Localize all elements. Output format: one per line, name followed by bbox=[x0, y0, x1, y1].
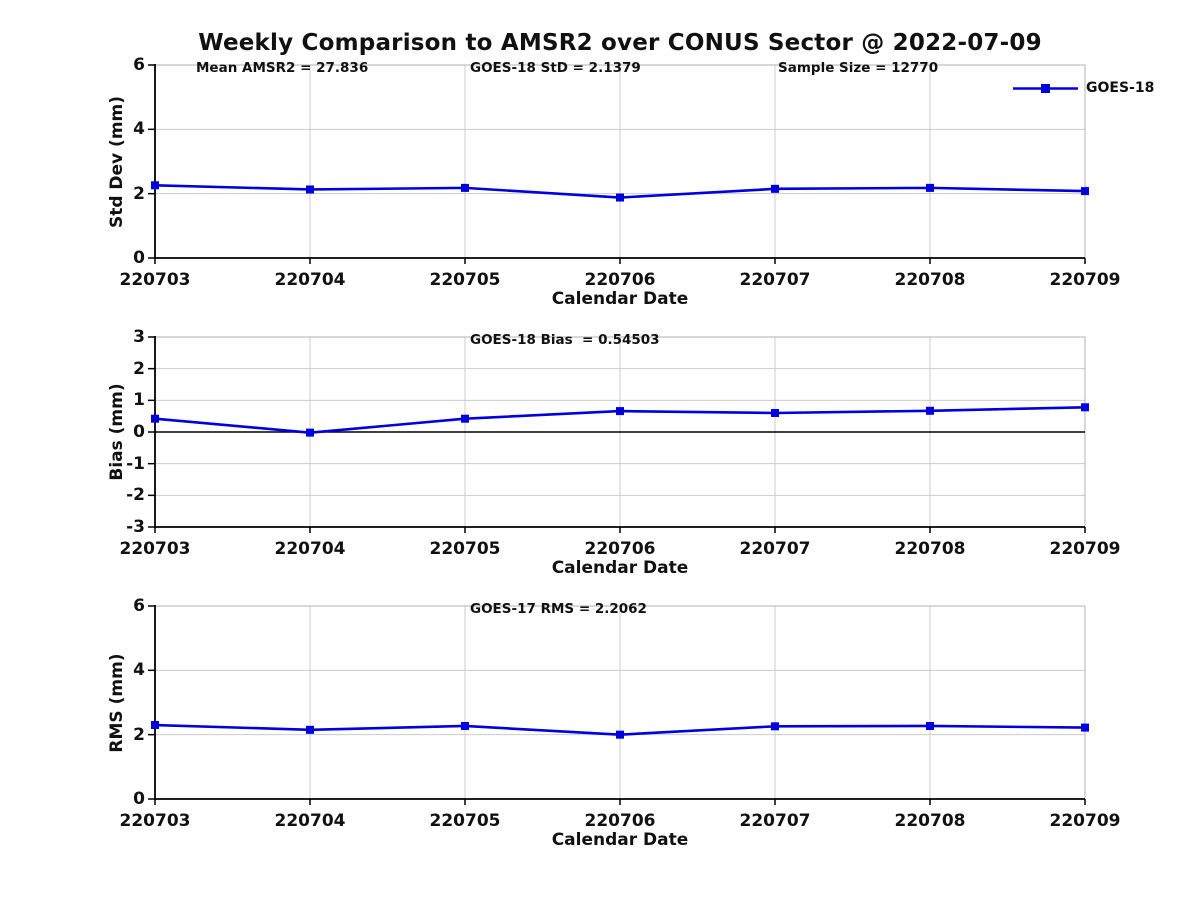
data-point-marker bbox=[926, 183, 934, 192]
data-point-marker bbox=[461, 183, 469, 192]
legend: GOES-18 bbox=[1012, 81, 1154, 95]
stat-annotation: Mean AMSR2 = 27.836 bbox=[196, 60, 369, 76]
x-tick-label: 220703 bbox=[119, 811, 191, 831]
legend-line-marker-icon bbox=[1013, 83, 1078, 93]
x-tick-label: 220709 bbox=[1049, 539, 1121, 559]
y-tick-label: 1 bbox=[133, 390, 145, 411]
x-tick-label: 220708 bbox=[894, 270, 966, 290]
x-tick-label: 220708 bbox=[894, 539, 966, 559]
y-tick-label: 2 bbox=[133, 358, 145, 379]
stat-annotation: GOES-17 RMS = 2.2062 bbox=[470, 601, 647, 617]
x-tick-label: 220709 bbox=[1049, 270, 1121, 290]
data-point-marker bbox=[306, 428, 314, 437]
x-tick-label: 220707 bbox=[739, 539, 811, 559]
stat-annotation: GOES-18 Bias = 0.54503 bbox=[470, 332, 660, 348]
y-tick-label: -3 bbox=[126, 517, 145, 537]
x-tick-label: 220704 bbox=[274, 270, 346, 290]
y-tick-label: 6 bbox=[133, 55, 145, 75]
data-point-marker bbox=[616, 193, 624, 202]
y-axis-label: Bias (mm) bbox=[107, 383, 127, 481]
data-point-marker bbox=[771, 409, 779, 417]
x-tick-label: 220704 bbox=[274, 811, 346, 831]
y-tick-label: 4 bbox=[133, 660, 145, 681]
stat-annotation: GOES-18 StD = 2.1379 bbox=[470, 60, 641, 76]
x-tick-label: 220705 bbox=[429, 811, 501, 831]
data-point-marker bbox=[771, 184, 779, 193]
y-tick-label: 0 bbox=[133, 789, 145, 809]
data-point-marker bbox=[616, 730, 624, 739]
data-point-marker bbox=[306, 725, 314, 734]
y-axis-label: RMS (mm) bbox=[107, 652, 127, 753]
y-axis-label: Std Dev (mm) bbox=[107, 95, 127, 228]
x-tick-label: 220705 bbox=[429, 270, 501, 290]
x-tick-label: 220706 bbox=[584, 270, 656, 290]
data-point-marker bbox=[1081, 187, 1089, 196]
data-point-marker bbox=[461, 721, 469, 730]
x-tick-label: 220703 bbox=[119, 270, 191, 290]
data-point-marker bbox=[1081, 403, 1089, 412]
data-point-marker bbox=[151, 414, 159, 423]
y-tick-label: 2 bbox=[133, 724, 145, 745]
figure-title: Weekly Comparison to AMSR2 over CONUS Se… bbox=[198, 30, 1042, 56]
data-point-marker bbox=[616, 407, 624, 416]
data-point-marker bbox=[151, 181, 159, 190]
y-tick-label: 0 bbox=[133, 248, 145, 268]
data-point-marker bbox=[151, 721, 159, 730]
y-tick-label: 2 bbox=[133, 183, 145, 204]
y-tick-label: 6 bbox=[133, 596, 145, 616]
x-axis-label: Calendar Date bbox=[551, 289, 689, 309]
x-tick-label: 220703 bbox=[119, 539, 191, 559]
x-tick-label: 220709 bbox=[1049, 811, 1121, 831]
x-axis-label: Calendar Date bbox=[551, 558, 689, 578]
data-point-marker bbox=[926, 721, 934, 730]
x-axis-label: Calendar Date bbox=[551, 830, 689, 850]
x-tick-label: 220706 bbox=[584, 811, 656, 831]
data-point-marker bbox=[306, 185, 314, 194]
y-tick-label: 3 bbox=[133, 327, 145, 347]
stat-annotation: Sample Size = 12770 bbox=[778, 60, 939, 76]
data-point-marker bbox=[926, 406, 934, 415]
x-tick-label: 220707 bbox=[739, 811, 811, 831]
data-point-marker bbox=[771, 722, 779, 731]
x-tick-label: 220705 bbox=[429, 539, 501, 559]
x-tick-label: 220707 bbox=[739, 270, 811, 290]
y-tick-label: -1 bbox=[126, 453, 145, 474]
data-point-marker bbox=[461, 414, 469, 423]
y-tick-label: 4 bbox=[133, 119, 145, 140]
legend-label: GOES-18 bbox=[1086, 80, 1155, 96]
x-tick-label: 220706 bbox=[584, 539, 656, 559]
x-tick-label: 220704 bbox=[274, 539, 346, 559]
data-point-marker bbox=[1081, 723, 1089, 732]
y-tick-label: -2 bbox=[126, 485, 145, 506]
y-tick-label: 0 bbox=[133, 422, 145, 442]
x-tick-label: 220708 bbox=[894, 811, 966, 831]
